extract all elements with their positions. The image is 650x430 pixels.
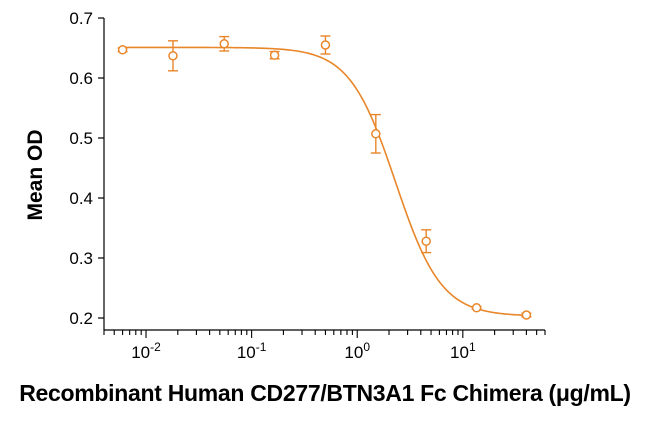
point-marker xyxy=(471,303,482,313)
point-marker xyxy=(421,236,431,246)
fit-curve-layer xyxy=(122,46,527,317)
point-marker xyxy=(269,50,280,60)
x-tick-label: 10-2 xyxy=(131,340,161,362)
y-tick-label: 0.7 xyxy=(69,9,93,28)
data-point xyxy=(370,113,381,154)
y-tick-label: 0.5 xyxy=(69,129,93,148)
x-axis-title: Recombinant Human CD277/BTN3A1 Fc Chimer… xyxy=(19,380,631,406)
y-tick-label: 0.6 xyxy=(69,69,93,88)
point-marker xyxy=(117,45,128,55)
data-point xyxy=(117,45,128,55)
point-marker xyxy=(168,51,178,61)
data-point xyxy=(320,35,331,55)
point-marker xyxy=(219,39,229,49)
data-point xyxy=(219,35,230,52)
y-tick-label: 0.4 xyxy=(69,189,93,208)
fit-curve xyxy=(122,46,527,317)
data-point xyxy=(167,40,178,72)
axes: 0.2 0.3 0.4 0.5 0.6 0.7 10-2 10-1 100 101 xyxy=(69,9,546,362)
point-marker xyxy=(521,310,532,320)
point-marker xyxy=(320,40,331,50)
data-points-layer xyxy=(117,35,532,320)
data-point xyxy=(421,229,432,254)
y-axis-title: Mean OD xyxy=(24,129,47,220)
data-point xyxy=(471,303,482,313)
data-point xyxy=(269,50,280,60)
x-tick-label: 101 xyxy=(450,340,476,362)
x-tick-label: 100 xyxy=(344,340,370,362)
y-tick-label: 0.2 xyxy=(69,309,93,328)
x-tick-label: 10-1 xyxy=(237,340,267,362)
data-point xyxy=(521,310,532,320)
y-tick-label: 0.3 xyxy=(69,249,93,268)
point-marker xyxy=(371,129,381,139)
